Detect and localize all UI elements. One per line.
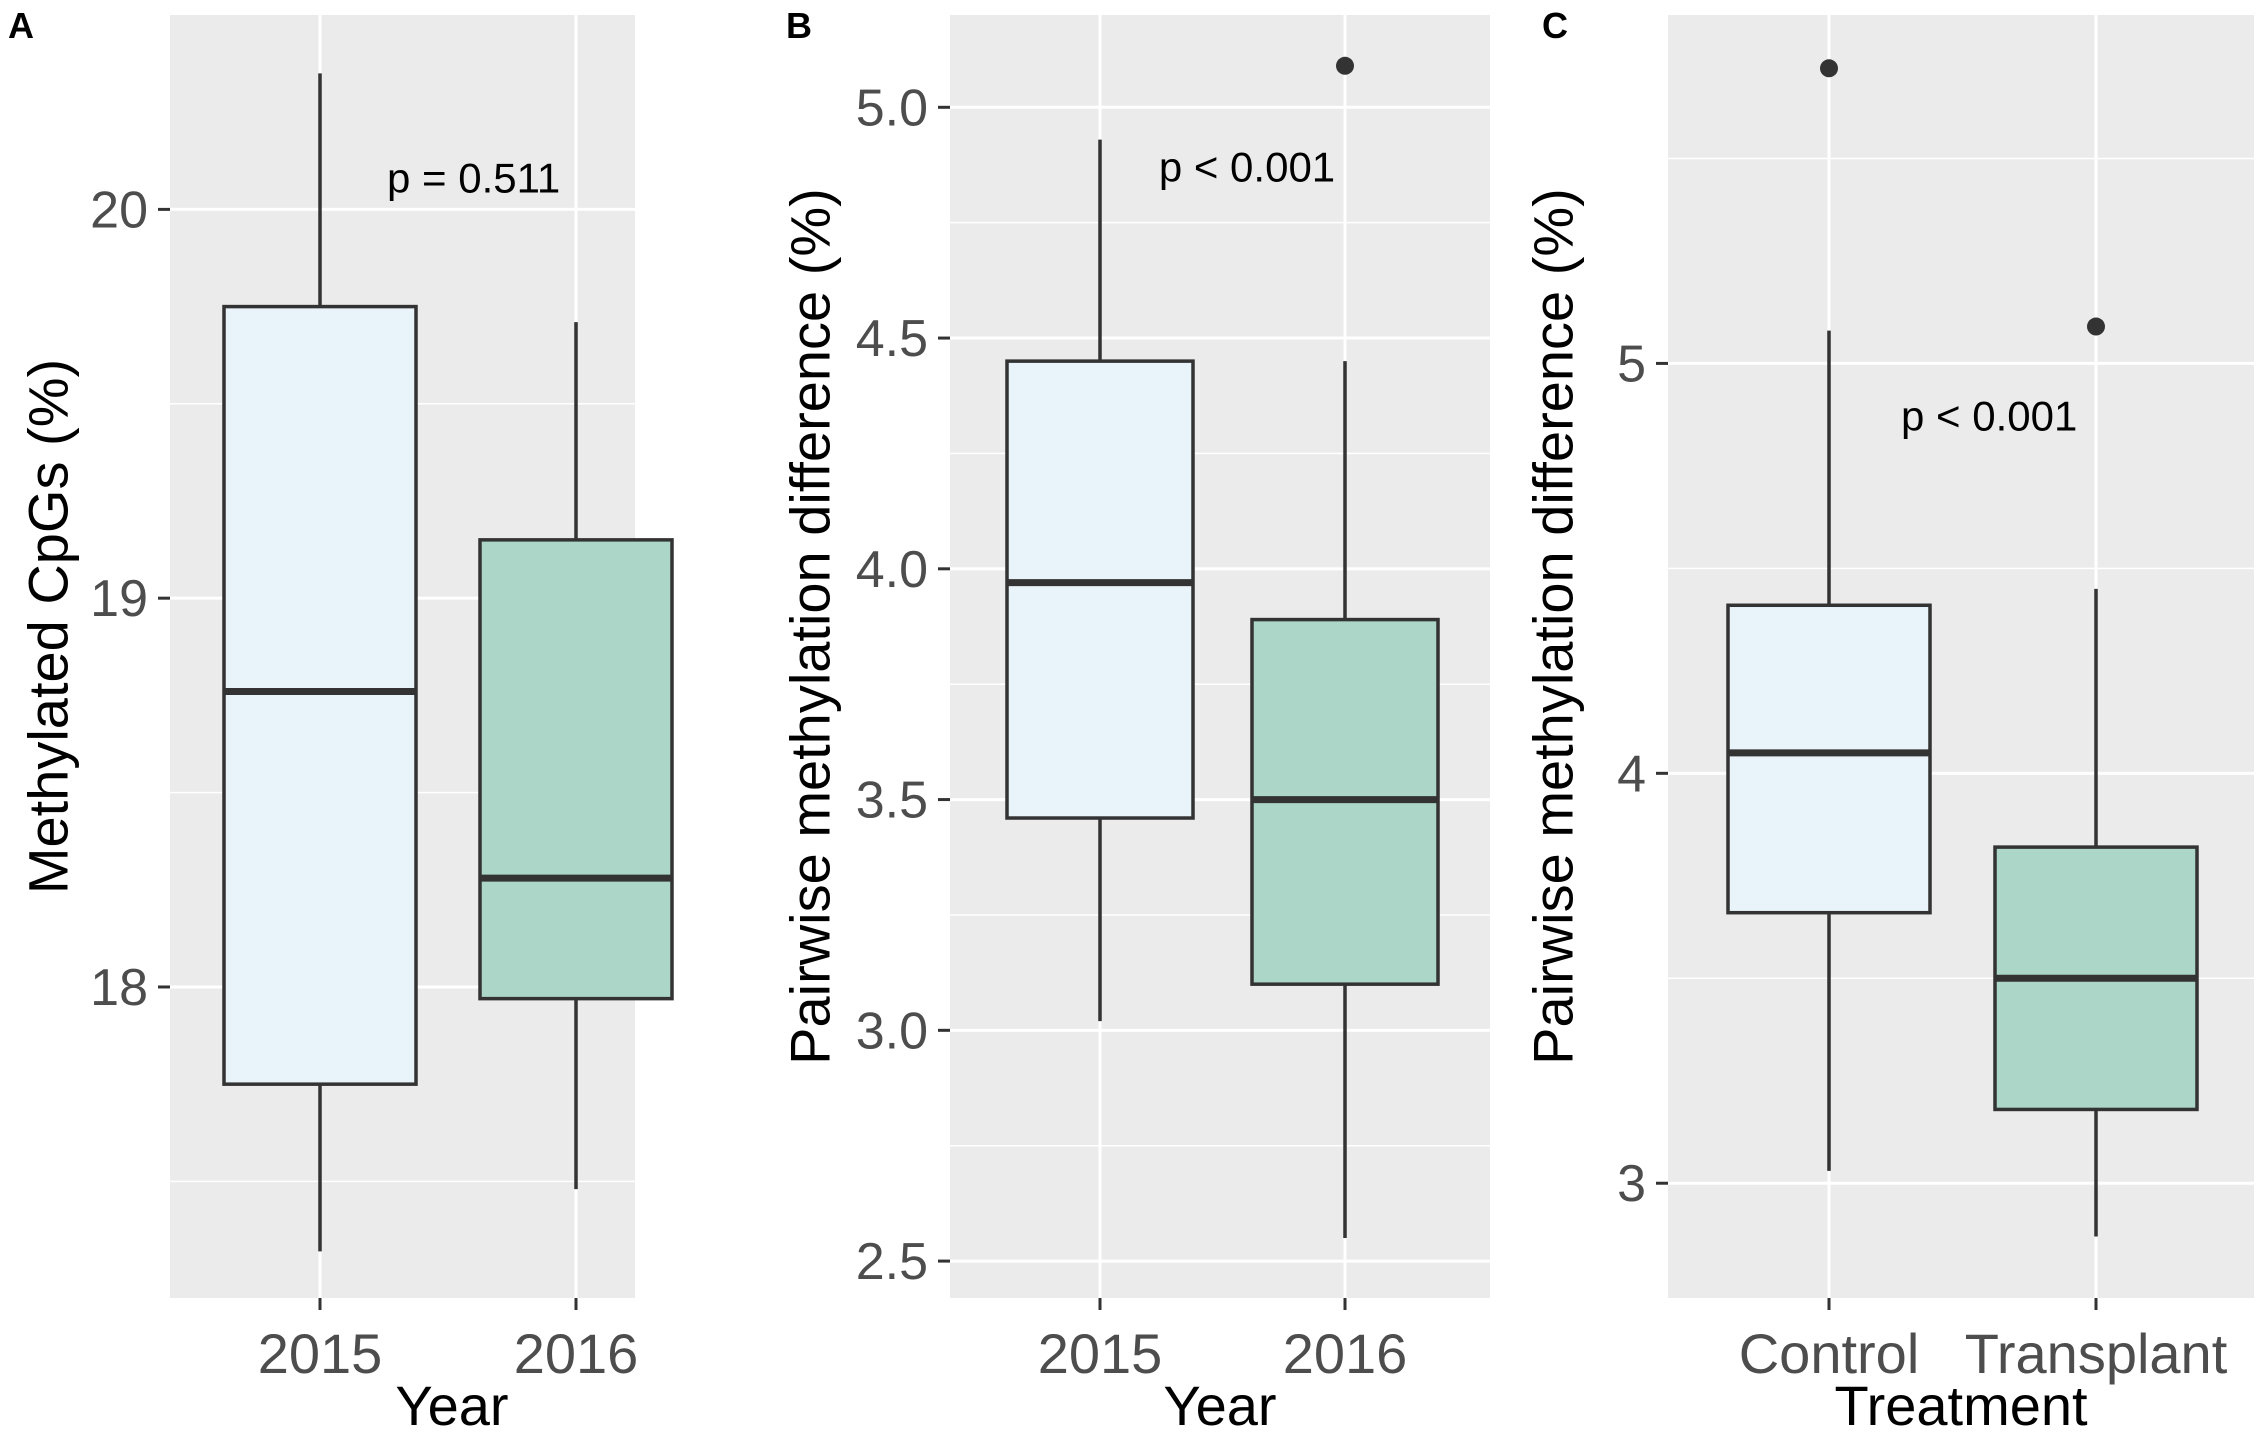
y-tick-label: 4.0: [856, 541, 928, 599]
y-axis-title: Methylated CpGs (%): [17, 359, 80, 894]
x-tick-label: 2015: [1038, 1322, 1163, 1385]
box-group-2015: [1005, 139, 1195, 1022]
p-value-annotation: p < 0.001: [1159, 143, 1335, 190]
outlier-point: [1820, 59, 1838, 78]
x-tick-label: Transplant: [1965, 1322, 2228, 1385]
x-tick-label: 2016: [514, 1322, 639, 1385]
x-tick-label: 2016: [1283, 1322, 1408, 1385]
panel-tag-label: A: [8, 5, 34, 46]
iqr-box: [1005, 359, 1195, 820]
panel-tag-label: C: [1542, 5, 1568, 46]
x-axis-title: Treatment: [1834, 1374, 2088, 1437]
y-tick-label: 3.0: [856, 1002, 928, 1060]
x-tick-label: Control: [1739, 1322, 1920, 1385]
box-group-2015: [222, 73, 418, 1252]
y-tick-label: 2.5: [856, 1233, 928, 1291]
box-group-transplant: [1993, 317, 2199, 1237]
y-axis-title: Pairwise methylation difference (%): [1522, 188, 1585, 1065]
y-tick-label: 5: [1617, 335, 1646, 393]
y-axis-title: Pairwise methylation difference (%): [779, 188, 842, 1065]
iqr-box: [1726, 603, 1932, 915]
panel-A: 18 19 20 2015 2016 p = 0.511 Year Methylated Cp…: [8, 5, 674, 1437]
p-value-annotation: p = 0.511: [387, 154, 560, 201]
x-axis-title: Year: [1163, 1374, 1276, 1437]
outlier-point: [2087, 317, 2105, 336]
panel-tag-label: B: [786, 5, 812, 46]
box-group-control: [1726, 59, 1932, 1171]
box-group-2016: [478, 322, 674, 1190]
y-tick-label: 3.5: [856, 772, 928, 830]
outlier-point: [1336, 56, 1354, 75]
y-tick-label: 18: [90, 959, 148, 1017]
y-tick-label: 4: [1617, 745, 1646, 803]
panel-B: 2.5 3.0 3.5 4.0 4.5 5.0 2015 2016 p < 0.001 Year P…: [779, 5, 1490, 1437]
y-tick-label: 20: [90, 181, 148, 239]
iqr-box: [222, 304, 418, 1086]
y-tick-label: 4.5: [856, 310, 928, 368]
y-tick-label: 3: [1617, 1155, 1646, 1213]
y-tick-label: 19: [90, 570, 148, 628]
box-group-2016: [1250, 56, 1440, 1239]
x-axis-title: Year: [395, 1374, 508, 1437]
iqr-box: [478, 538, 674, 1001]
p-value-annotation: p < 0.001: [1901, 393, 2077, 440]
y-tick-label: 5.0: [856, 79, 928, 137]
x-tick-label: 2015: [258, 1322, 383, 1385]
panel-C: 3 4 5 Control Transplant p < 0.001 Treatment Pa…: [1522, 5, 2254, 1437]
